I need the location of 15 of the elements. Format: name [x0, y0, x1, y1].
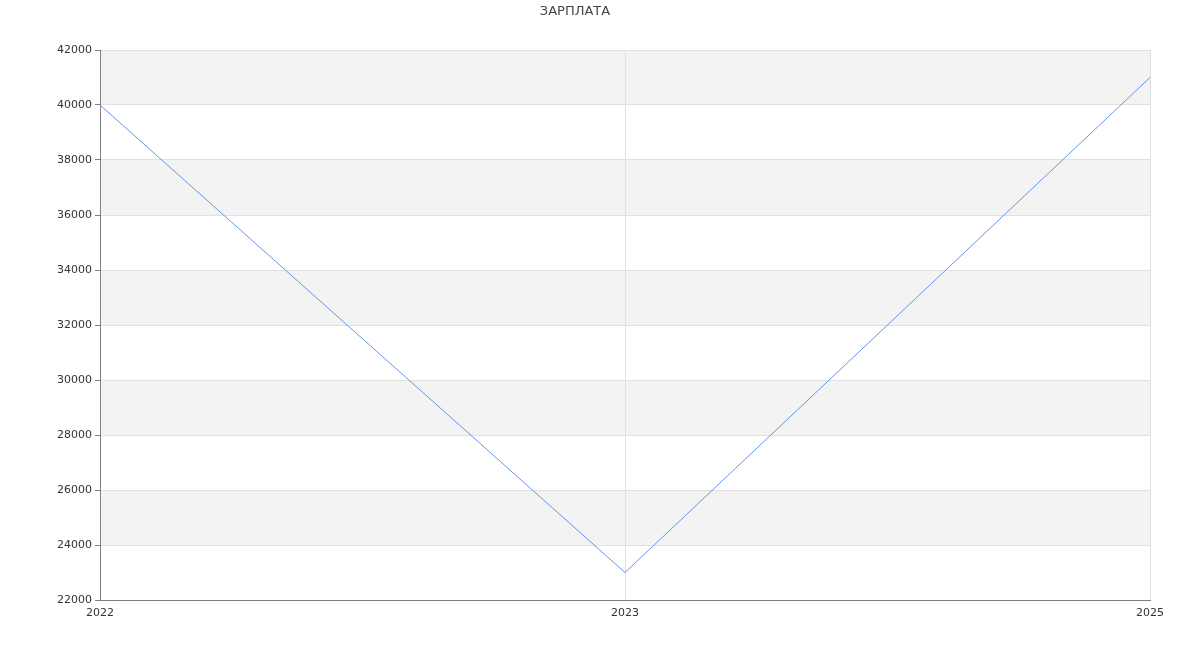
y-tick-label: 24000 — [57, 537, 92, 551]
y-tick-label: 32000 — [57, 317, 92, 331]
y-tick-label: 40000 — [57, 97, 92, 111]
chart-title: ЗАРПЛАТА — [539, 3, 611, 19]
x-tick-label: 2023 — [611, 606, 639, 620]
y-tick-label: 26000 — [57, 482, 92, 496]
y-tick-label: 30000 — [57, 372, 92, 386]
y-tick-label: 28000 — [57, 427, 92, 441]
x-tick-label: 2022 — [86, 606, 114, 620]
y-tick-label: 42000 — [57, 42, 92, 56]
y-tick-label: 34000 — [57, 262, 92, 276]
y-tick-label: 38000 — [57, 152, 92, 166]
y-tick-label: 22000 — [57, 592, 92, 606]
x-tick-label: 2025 — [1136, 606, 1164, 620]
y-tick-label: 36000 — [57, 207, 92, 221]
